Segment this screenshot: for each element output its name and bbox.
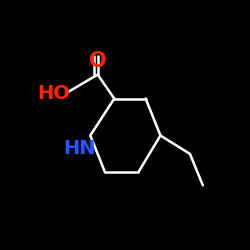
Text: HO: HO	[37, 84, 70, 102]
Text: O: O	[89, 51, 106, 71]
Text: HN: HN	[63, 139, 96, 158]
